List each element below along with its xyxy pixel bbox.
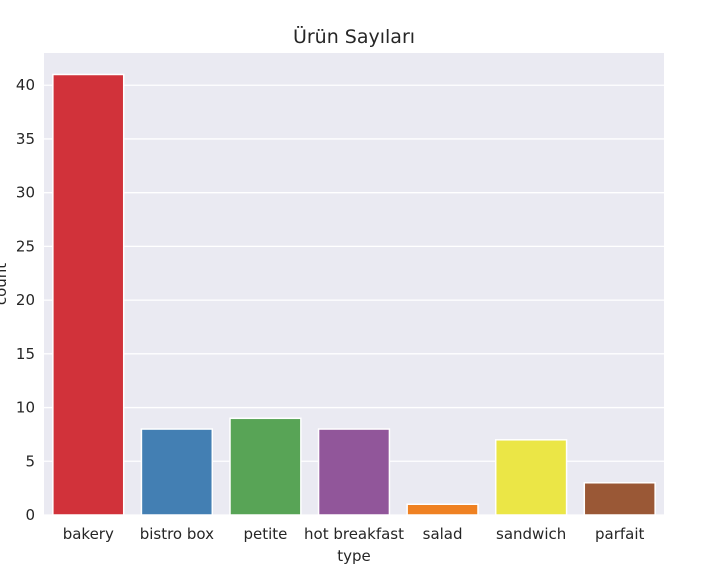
y-tick-label: 40 <box>16 76 35 94</box>
x-tick-label: bistro box <box>140 525 214 543</box>
y-tick-label: 15 <box>16 345 35 363</box>
x-tick-labels: bakery bistro box petite hot breakfast salad… <box>63 525 645 543</box>
x-tick-label: sandwich <box>496 525 566 543</box>
y-tick-label: 35 <box>16 130 35 148</box>
bars <box>52 73 656 516</box>
bar-petite <box>229 417 302 516</box>
bar-hot-breakfast <box>317 428 391 516</box>
chart-title: Ürün Sayıları <box>293 25 415 48</box>
bar-bakery <box>52 73 125 516</box>
bar-sandwich <box>494 439 568 516</box>
x-tick-label: parfait <box>595 525 645 543</box>
x-tick-label: salad <box>423 525 463 543</box>
y-tick-labels: 0 5 10 15 20 25 30 35 40 <box>16 76 35 524</box>
y-tick-label: 10 <box>16 399 35 417</box>
x-tick-label: bakery <box>63 525 114 543</box>
y-axis-label: count <box>0 263 10 305</box>
bar-parfait <box>583 482 656 516</box>
y-tick-label: 25 <box>16 237 35 255</box>
x-tick-label: hot breakfast <box>304 525 404 543</box>
y-tick-label: 5 <box>25 452 35 470</box>
bar-bistro-box <box>140 428 214 516</box>
x-axis-label: type <box>337 547 371 565</box>
y-tick-label: 20 <box>16 291 35 309</box>
y-tick-label: 30 <box>16 184 35 202</box>
y-tick-label: 0 <box>25 506 35 524</box>
bar-salad <box>406 503 479 516</box>
x-tick-label: petite <box>243 525 287 543</box>
